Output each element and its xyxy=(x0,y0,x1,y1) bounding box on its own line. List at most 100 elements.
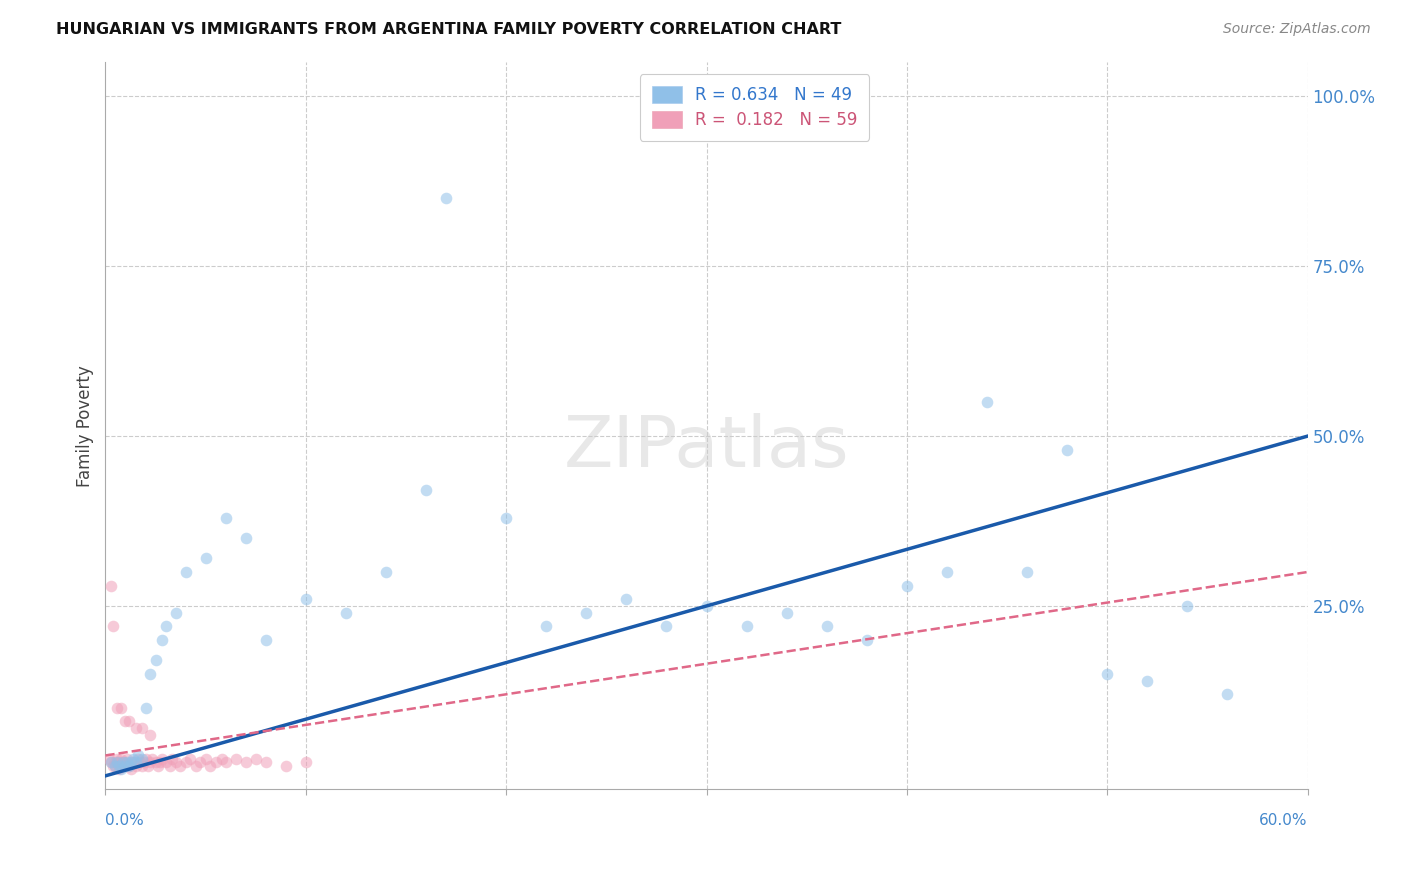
Point xyxy=(104,758,127,772)
Point xyxy=(122,756,145,770)
Y-axis label: Family Poverty: Family Poverty xyxy=(76,365,94,487)
Point xyxy=(534,619,557,633)
Text: 0.0%: 0.0% xyxy=(105,814,145,828)
Point xyxy=(136,758,159,772)
Point xyxy=(655,619,678,633)
Point xyxy=(122,752,145,766)
Point xyxy=(121,756,143,770)
Point xyxy=(127,752,149,766)
Point xyxy=(160,752,183,766)
Point xyxy=(145,756,167,770)
Point xyxy=(103,619,125,633)
Point xyxy=(118,758,141,772)
Point xyxy=(107,701,129,715)
Point xyxy=(434,191,457,205)
Point xyxy=(225,752,247,766)
Point xyxy=(179,752,201,766)
Point xyxy=(135,701,157,715)
Point xyxy=(138,756,160,770)
Point xyxy=(776,606,799,620)
Point xyxy=(98,752,121,766)
Point xyxy=(155,619,177,633)
Point xyxy=(132,756,155,770)
Legend: R = 0.634   N = 49, R =  0.182   N = 59: R = 0.634 N = 49, R = 0.182 N = 59 xyxy=(640,74,869,141)
Point xyxy=(108,762,131,776)
Point xyxy=(112,756,135,770)
Point xyxy=(169,758,191,772)
Point xyxy=(108,758,131,772)
Text: Source: ZipAtlas.com: Source: ZipAtlas.com xyxy=(1223,22,1371,37)
Point xyxy=(374,565,398,579)
Point xyxy=(165,606,187,620)
Point xyxy=(194,752,217,766)
Point xyxy=(146,758,169,772)
Point xyxy=(235,756,257,770)
Point xyxy=(1216,687,1239,701)
Point xyxy=(118,758,141,772)
Point xyxy=(274,758,297,772)
Point xyxy=(124,758,146,772)
Point xyxy=(1017,565,1039,579)
Point xyxy=(127,748,149,763)
Point xyxy=(114,714,136,729)
Point xyxy=(211,752,233,766)
Point xyxy=(335,606,357,620)
Point xyxy=(159,758,181,772)
Point xyxy=(107,752,129,766)
Point xyxy=(204,756,226,770)
Point xyxy=(150,632,173,647)
Point xyxy=(245,752,267,766)
Point xyxy=(1056,442,1078,457)
Point xyxy=(114,758,136,772)
Point xyxy=(145,653,167,667)
Point xyxy=(295,756,318,770)
Text: ZIPatlas: ZIPatlas xyxy=(564,413,849,483)
Point xyxy=(174,565,197,579)
Point xyxy=(131,721,153,735)
Point xyxy=(936,565,959,579)
Point xyxy=(112,756,135,770)
Point xyxy=(104,758,127,772)
Point xyxy=(235,531,257,545)
Point xyxy=(141,752,163,766)
Point xyxy=(735,619,758,633)
Point xyxy=(135,752,157,766)
Point xyxy=(1177,599,1199,613)
Point xyxy=(855,632,877,647)
Point xyxy=(128,756,150,770)
Point xyxy=(696,599,718,613)
Point xyxy=(174,756,197,770)
Point xyxy=(188,756,211,770)
Point xyxy=(415,483,437,498)
Point xyxy=(155,756,177,770)
Point xyxy=(110,752,132,766)
Point xyxy=(117,756,139,770)
Point xyxy=(100,756,122,770)
Text: HUNGARIAN VS IMMIGRANTS FROM ARGENTINA FAMILY POVERTY CORRELATION CHART: HUNGARIAN VS IMMIGRANTS FROM ARGENTINA F… xyxy=(56,22,842,37)
Point xyxy=(114,756,136,770)
Point xyxy=(184,758,207,772)
Point xyxy=(214,510,236,524)
Point xyxy=(150,752,173,766)
Point xyxy=(110,701,132,715)
Point xyxy=(100,578,122,592)
Point xyxy=(214,756,236,770)
Point xyxy=(100,756,122,770)
Point xyxy=(495,510,517,524)
Point xyxy=(616,592,638,607)
Point xyxy=(114,758,136,772)
Point xyxy=(121,762,143,776)
Point xyxy=(976,395,998,409)
Point xyxy=(254,632,277,647)
Point xyxy=(1097,667,1119,681)
Point xyxy=(194,551,217,566)
Point xyxy=(254,756,277,770)
Point xyxy=(1136,673,1159,688)
Point xyxy=(117,752,139,766)
Point xyxy=(107,756,129,770)
Point xyxy=(108,756,131,770)
Point xyxy=(575,606,598,620)
Point xyxy=(148,756,170,770)
Point xyxy=(103,758,125,772)
Point xyxy=(138,667,160,681)
